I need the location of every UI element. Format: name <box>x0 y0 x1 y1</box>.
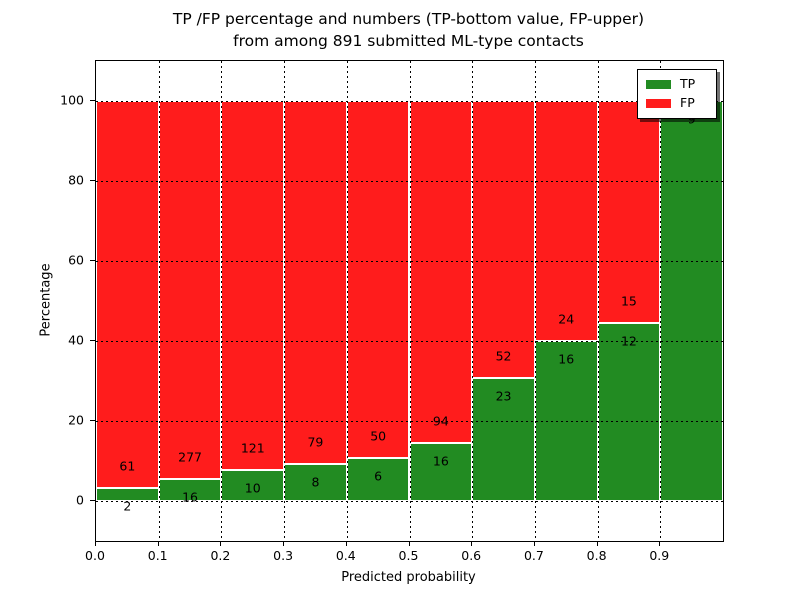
vertical-gridline <box>409 61 411 541</box>
y-tick-label: 100 <box>60 92 84 108</box>
vertical-gridline <box>221 61 223 541</box>
chart-title-line1: TP /FP percentage and numbers (TP-bottom… <box>172 10 645 28</box>
bar-segment-tp <box>660 101 723 501</box>
x-tick-mark <box>345 541 347 546</box>
bar-count-label-tp: 8 <box>311 474 320 490</box>
bar-count-label-fp: 61 <box>119 458 136 474</box>
bar-count-label-fp: 94 <box>432 413 449 429</box>
vertical-gridline <box>472 61 474 541</box>
bar-segment-tp <box>409 442 473 501</box>
legend: TP FP <box>637 69 717 119</box>
chart-title-line2: from among 891 submitted ML-type contact… <box>233 32 584 50</box>
plot-area: 61 2 277 16 121 10 79 8 50 6 94 16 52 23 24 16 15 12 9 TP … <box>95 60 724 542</box>
legend-swatch-tp <box>646 80 671 89</box>
bar-count-label-tp: 12 <box>620 333 637 349</box>
bar-segment-tp <box>284 464 347 501</box>
y-tick-mark <box>90 420 95 421</box>
x-tick-label: 0.2 <box>210 548 231 563</box>
legend-swatch-fp <box>646 99 671 108</box>
legend-label-fp: FP <box>680 95 695 111</box>
x-tick-label: 0.0 <box>85 548 105 563</box>
bar-segment-fp <box>96 101 159 489</box>
y-tick-label: 40 <box>68 332 84 348</box>
x-tick-label: 0.6 <box>461 548 482 563</box>
vertical-gridline <box>158 61 160 541</box>
x-tick-label: 0.1 <box>147 548 168 563</box>
x-tick-label: 0.3 <box>273 548 294 563</box>
x-tick-mark <box>596 541 598 546</box>
bar-count-label-tp: 16 <box>558 351 575 367</box>
bar-count-label-fp: 24 <box>558 311 575 327</box>
x-tick-mark <box>471 541 473 546</box>
bar-count-label-fp: 79 <box>307 434 324 450</box>
bar-segment-fp <box>221 101 285 471</box>
bar-segment-fp <box>597 101 661 324</box>
bar-count-label-tp: 10 <box>244 480 261 496</box>
bar-segment-tp <box>96 488 159 501</box>
bar-segment-tp <box>597 323 661 501</box>
chart-title: TP /FP percentage and numbers (TP-bottom… <box>95 8 722 52</box>
bar-count-label-tp: 16 <box>432 453 449 469</box>
y-axis-label: Percentage <box>38 263 54 337</box>
x-tick-mark <box>157 541 159 546</box>
x-tick-mark <box>220 541 222 546</box>
bar-count-label-tp: 16 <box>182 489 198 505</box>
vertical-gridline <box>597 61 599 541</box>
y-tick-label: 0 <box>76 492 84 508</box>
x-axis-label: Predicted probability <box>341 570 476 585</box>
bar-segment-fp <box>346 101 410 459</box>
x-tick-label: 0.9 <box>649 548 670 563</box>
bar-segment-fp <box>534 101 598 341</box>
x-tick-mark <box>95 541 96 546</box>
vertical-gridline <box>284 61 286 541</box>
bar-segment-fp <box>472 101 535 379</box>
vertical-gridline <box>660 61 662 541</box>
bar-segment-fp <box>284 101 347 465</box>
x-tick-mark <box>283 541 285 546</box>
legend-label-tp: TP <box>680 76 696 92</box>
y-tick-label: 80 <box>68 172 84 188</box>
bar-segment-fp <box>158 101 222 480</box>
y-tick-mark <box>90 340 95 341</box>
y-tick-label: 20 <box>68 412 84 428</box>
y-tick-mark <box>90 180 95 181</box>
vertical-gridline <box>346 61 348 541</box>
bar-segment-tp <box>346 458 410 501</box>
y-tick-mark <box>90 500 95 501</box>
x-tick-label: 0.8 <box>586 548 607 563</box>
x-tick-label: 0.7 <box>523 548 544 563</box>
x-tick-label: 0.5 <box>398 548 419 563</box>
legend-item-fp: FP <box>646 94 708 113</box>
bar-count-label-tp: 9 <box>687 111 696 127</box>
x-tick-mark <box>408 541 410 546</box>
bar-count-label-fp: 277 <box>178 449 202 465</box>
y-tick-mark <box>90 260 95 261</box>
bar-count-label-fp: 52 <box>495 348 512 364</box>
bar-count-label-fp: 15 <box>620 293 637 309</box>
y-tick-label: 60 <box>68 252 84 268</box>
legend-item-tp: TP <box>646 75 708 94</box>
x-tick-label: 0.4 <box>335 548 356 563</box>
vertical-gridline <box>534 61 536 541</box>
x-tick-mark <box>533 541 535 546</box>
bar-count-label-fp: 121 <box>240 440 265 456</box>
bar-count-label-fp: 50 <box>370 428 387 444</box>
bar-count-label-tp: 2 <box>123 498 132 514</box>
bar-count-label-tp: 23 <box>495 388 512 404</box>
y-tick-mark <box>90 100 95 101</box>
bar-segment-fp <box>409 101 473 443</box>
bar-count-label-tp: 6 <box>374 468 383 484</box>
x-tick-mark <box>659 541 661 546</box>
